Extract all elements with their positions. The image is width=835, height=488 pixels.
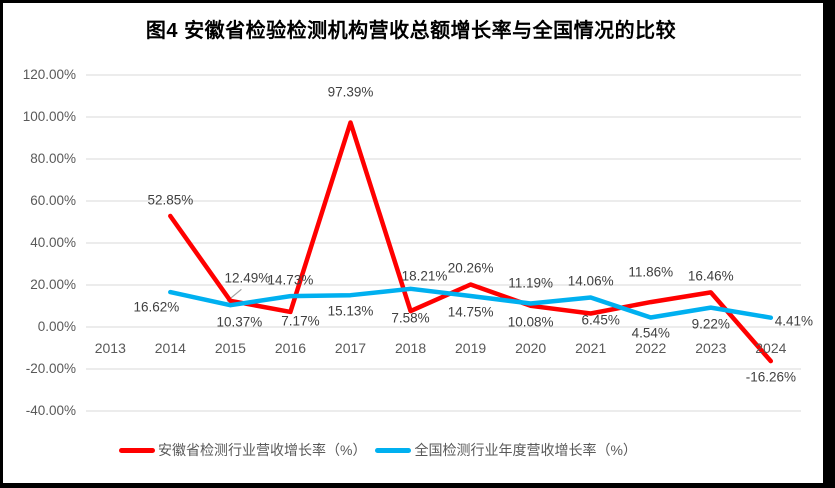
data-label: 11.19% [508,275,554,290]
legend-line-icon-national [375,447,412,453]
y-axis-tick-label: 60.00% [30,193,76,208]
data-label: 97.39% [327,84,374,100]
data-label: 9.22% [691,316,730,332]
x-axis-tick-label: 2013 [94,340,126,356]
legend-label: 安徽省检测行业营收增长率（%） [158,442,367,458]
data-label: 7.58% [391,310,430,326]
legend: 安徽省检测行业营收增长率（%） 全国检测行业年度营收增长率（%） [119,440,646,460]
x-axis-tick-label: 2019 [455,340,487,356]
x-axis-tick-label: 2023 [695,340,727,356]
data-label: 4.54% [631,325,670,341]
legend-label: 全国检测行业年度营收增长率（%） [414,442,637,458]
anhui-series-line [168,120,774,364]
gridlines [86,74,801,412]
data-label: 12.49% [224,270,271,286]
data-label: 14.06% [567,273,614,289]
data-label: 10.08% [507,314,554,330]
national-series-line [168,286,774,320]
data-label: 7.17% [281,313,320,329]
series-lines [168,120,774,364]
y-axis-tick-label: -20.00% [25,361,76,376]
x-axis-tick-label: 2014 [154,340,186,356]
x-axis-tick-label: 2020 [515,340,547,356]
data-label: 14.73% [267,272,314,288]
legend-line-icon-anhui [119,447,155,453]
data-label: 4.41% [774,313,813,329]
x-axis-tick-label: 2018 [394,340,427,356]
chart-title: 图4 安徽省检验检测机构营收总额增长率与全国情况的比较 [145,20,677,42]
y-axis-tick-label: 0.00% [37,319,76,334]
x-axis-tick-label: 2021 [575,340,607,356]
data-label: 16.62% [133,299,180,315]
data-label: 18.21% [401,268,448,284]
data-label: 16.46% [687,268,734,284]
data-label: -16.26% [745,369,796,385]
legend-item: 全国检测行业年度营收增长率（%） [375,440,637,460]
y-axis-tick-label: 100.00% [22,109,76,124]
y-axis-tick-label: 20.00% [30,277,76,292]
x-axis-tick-label: 2022 [635,340,667,356]
data-label: 11.86% [628,264,674,280]
x-axis-tick-label: 2016 [274,340,307,356]
data-label: 10.37% [216,314,263,330]
x-axis-tick-label: 2017 [334,340,367,356]
y-axis-tick-label: 120.00% [22,67,76,82]
legend-item: 安徽省检测行业营收增长率（%） [119,440,366,460]
data-label: 14.75% [447,304,494,320]
y-axis-tick-label: 40.00% [30,235,76,250]
data-label: 20.26% [447,260,494,276]
x-axis-tick-label: 2015 [214,340,246,356]
y-axis-tick-label: 80.00% [30,151,76,166]
x-axis-tick-label: 2024 [755,340,787,356]
y-axis-tick-label: -40.00% [25,403,76,418]
data-label: 52.85% [147,192,194,208]
data-label: 6.45% [581,312,620,328]
data-label: 15.13% [327,303,374,319]
